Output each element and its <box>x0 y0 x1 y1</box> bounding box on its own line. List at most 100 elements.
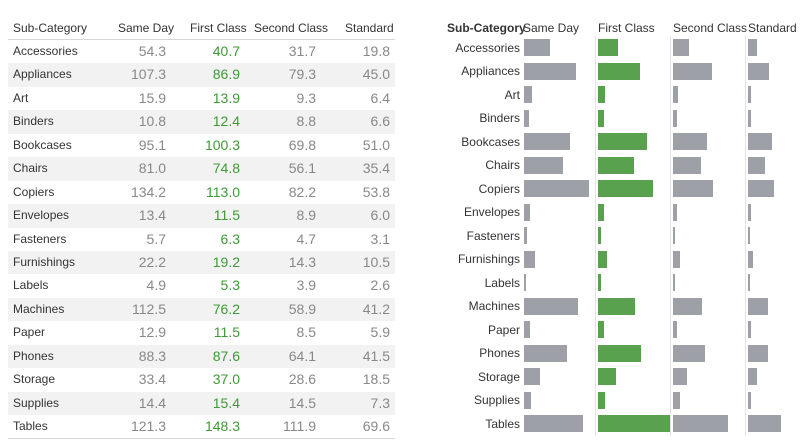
value-standard: 10.5 <box>362 253 390 270</box>
bar-standard <box>748 62 770 80</box>
bar-header-sub-category: Sub-Category <box>447 21 526 35</box>
row-label: Chairs <box>13 161 48 176</box>
bar-same-day <box>524 109 530 127</box>
value-first-class: 15.4 <box>212 394 240 411</box>
value-first-class: 6.3 <box>220 230 240 247</box>
value-second-class: 9.3 <box>296 89 316 106</box>
value-second-class: 8.8 <box>296 113 316 130</box>
value-first-class: 148.3 <box>204 418 240 434</box>
column-separator <box>595 36 596 436</box>
bar-second-class <box>673 62 712 80</box>
value-second-class: 64.1 <box>288 347 316 364</box>
bar-row-label: Accessories <box>455 40 520 55</box>
value-same-day: 134.2 <box>130 183 166 200</box>
bar-row-label: Paper <box>487 322 520 337</box>
header-standard: Standard <box>345 21 394 35</box>
value-first-class: 113.0 <box>206 183 240 200</box>
value-second-class: 69.8 <box>288 136 316 153</box>
row-label: Copiers <box>13 184 55 199</box>
bar-standard <box>748 368 757 386</box>
bar-first-class <box>598 250 608 268</box>
row-label: Envelopes <box>13 208 70 223</box>
bar-row-label: Storage <box>477 369 520 384</box>
bar-second-class <box>673 274 675 292</box>
header-second-class: Second Class <box>254 21 329 35</box>
bar-row-label: Furnishings <box>457 252 520 267</box>
bar-same-day <box>524 62 576 80</box>
value-same-day: 5.7 <box>146 230 166 247</box>
table-row: Copiers 134.2 113.0 82.2 53.8 <box>8 181 395 204</box>
row-label: Supplies <box>13 395 60 410</box>
bar-row-label: Fasteners <box>466 228 520 243</box>
row-label: Binders <box>13 114 54 129</box>
bar-standard <box>748 109 752 127</box>
value-second-class: 82.2 <box>288 183 316 200</box>
table-row: Appliances 107.3 86.9 79.3 45.0 <box>8 63 395 87</box>
bar-standard <box>748 39 758 57</box>
bar-first-class <box>598 180 653 198</box>
value-same-day: 14.4 <box>138 394 166 411</box>
row-label: Furnishings <box>13 254 76 269</box>
table-row: Supplies 14.4 15.4 14.5 7.3 <box>8 391 395 415</box>
table-row: Storage 33.4 37.0 28.6 18.5 <box>8 368 395 391</box>
value-first-class: 13.9 <box>212 89 240 106</box>
value-second-class: 79.3 <box>288 66 316 83</box>
value-standard: 7.3 <box>370 394 390 411</box>
bar-first-class <box>598 109 605 127</box>
value-same-day: 81.0 <box>138 160 166 177</box>
bar-same-day <box>524 321 531 339</box>
value-same-day: 15.9 <box>138 89 166 106</box>
bar-standard <box>748 297 768 315</box>
bar-header-first-class: First Class <box>598 21 655 35</box>
bar-standard <box>748 415 781 433</box>
table-row: Furnishings 22.2 19.2 14.3 10.5 <box>8 250 395 275</box>
value-standard: 19.8 <box>362 43 390 59</box>
value-second-class: 8.9 <box>296 207 316 224</box>
bar-first-class <box>598 86 605 104</box>
value-second-class: 3.9 <box>296 277 316 294</box>
value-standard: 53.8 <box>362 183 390 200</box>
bar-row-label: Phones <box>479 346 520 361</box>
value-first-class: 11.5 <box>213 207 240 224</box>
table-row: Chairs 81.0 74.8 56.1 35.4 <box>8 157 395 181</box>
value-same-day: 95.1 <box>138 136 166 153</box>
bar-second-class <box>673 133 708 151</box>
bar-row-label: Supplies <box>473 393 520 408</box>
bar-same-day <box>524 250 535 268</box>
bar-standard <box>748 391 752 409</box>
value-same-day: 10.8 <box>138 113 166 130</box>
bar-same-day <box>524 391 531 409</box>
bar-second-class <box>673 344 705 362</box>
table-row: Art 15.9 13.9 9.3 6.4 <box>8 87 395 110</box>
bar-row-label: Chairs <box>485 158 520 173</box>
value-first-class: 5.3 <box>220 277 240 294</box>
row-label: Tables <box>13 419 48 433</box>
bar-second-class <box>673 321 678 339</box>
bar-second-class <box>673 39 689 57</box>
bar-first-class <box>598 391 606 409</box>
bar-first-class <box>598 368 616 386</box>
bar-second-class <box>673 368 688 386</box>
row-label: Bookcases <box>13 137 72 152</box>
value-standard: 5.9 <box>370 324 390 341</box>
bar-row-label: Copiers <box>478 181 520 196</box>
bar-header-same-day: Same Day <box>523 21 580 35</box>
row-label: Fasteners <box>13 231 67 246</box>
value-second-class: 31.7 <box>288 43 316 59</box>
bar-standard <box>748 250 753 268</box>
bar-second-class <box>673 415 728 433</box>
bar-first-class <box>598 274 601 292</box>
column-separator <box>745 36 746 436</box>
value-first-class: 40.7 <box>212 43 240 59</box>
bar-same-day <box>524 156 564 174</box>
header-sub-category: Sub-Category <box>13 21 88 35</box>
bar-standard <box>748 86 752 104</box>
bar-second-class <box>673 86 678 104</box>
value-same-day: 54.3 <box>138 43 166 59</box>
value-same-day: 4.9 <box>146 277 166 294</box>
header-same-day: Same Day <box>118 21 175 35</box>
value-standard: 6.0 <box>370 207 390 224</box>
bar-standard <box>748 274 750 292</box>
table-row: Paper 12.9 11.5 8.5 5.9 <box>8 321 395 344</box>
bar-second-class <box>673 203 678 221</box>
